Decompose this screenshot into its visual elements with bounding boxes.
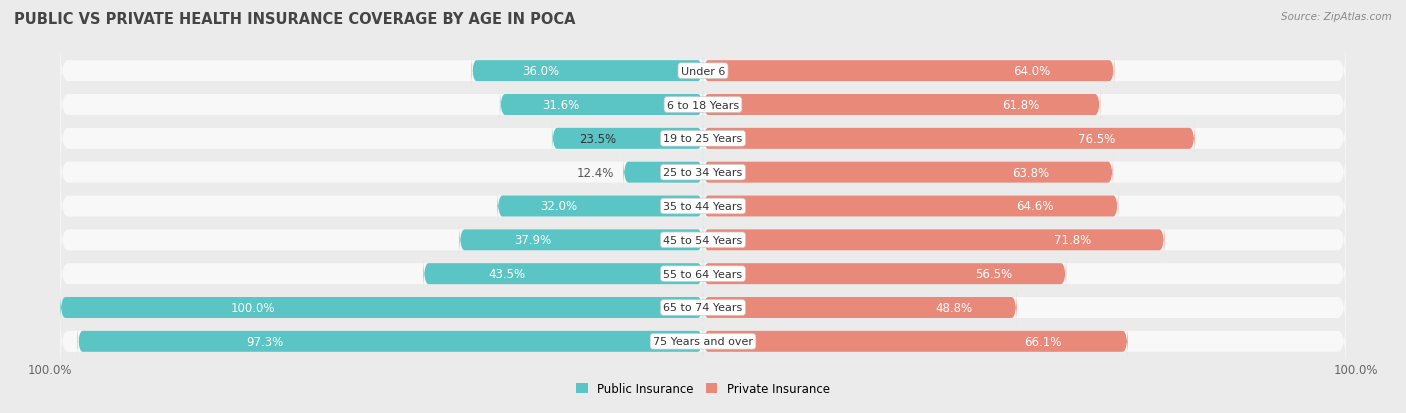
Text: PUBLIC VS PRIVATE HEALTH INSURANCE COVERAGE BY AGE IN POCA: PUBLIC VS PRIVATE HEALTH INSURANCE COVER… bbox=[14, 12, 575, 27]
FancyBboxPatch shape bbox=[553, 123, 703, 156]
FancyBboxPatch shape bbox=[703, 190, 1118, 223]
FancyBboxPatch shape bbox=[703, 325, 1128, 358]
Text: 12.4%: 12.4% bbox=[576, 166, 613, 179]
Text: 45 to 54 Years: 45 to 54 Years bbox=[664, 235, 742, 245]
FancyBboxPatch shape bbox=[60, 210, 1346, 270]
Text: 35 to 44 Years: 35 to 44 Years bbox=[664, 202, 742, 211]
Text: 66.1%: 66.1% bbox=[1024, 335, 1062, 348]
Text: 43.5%: 43.5% bbox=[489, 268, 526, 280]
FancyBboxPatch shape bbox=[703, 123, 1195, 156]
Text: 23.5%: 23.5% bbox=[579, 133, 616, 145]
FancyBboxPatch shape bbox=[60, 41, 1346, 102]
Text: 32.0%: 32.0% bbox=[540, 200, 578, 213]
Text: 61.8%: 61.8% bbox=[1002, 99, 1039, 112]
Text: 19 to 25 Years: 19 to 25 Years bbox=[664, 134, 742, 144]
Text: 64.6%: 64.6% bbox=[1017, 200, 1054, 213]
Text: 100.0%: 100.0% bbox=[231, 301, 276, 314]
Text: Source: ZipAtlas.com: Source: ZipAtlas.com bbox=[1281, 12, 1392, 22]
FancyBboxPatch shape bbox=[703, 291, 1017, 324]
Text: 6 to 18 Years: 6 to 18 Years bbox=[666, 100, 740, 110]
Text: 65 to 74 Years: 65 to 74 Years bbox=[664, 303, 742, 313]
FancyBboxPatch shape bbox=[471, 55, 703, 88]
FancyBboxPatch shape bbox=[501, 89, 703, 122]
FancyBboxPatch shape bbox=[423, 257, 703, 290]
Legend: Public Insurance, Private Insurance: Public Insurance, Private Insurance bbox=[576, 382, 830, 395]
Text: 55 to 64 Years: 55 to 64 Years bbox=[664, 269, 742, 279]
Text: 36.0%: 36.0% bbox=[523, 65, 560, 78]
Text: 97.3%: 97.3% bbox=[246, 335, 284, 348]
Text: 100.0%: 100.0% bbox=[28, 363, 73, 376]
FancyBboxPatch shape bbox=[60, 176, 1346, 237]
Text: 63.8%: 63.8% bbox=[1012, 166, 1050, 179]
Text: Under 6: Under 6 bbox=[681, 66, 725, 76]
FancyBboxPatch shape bbox=[498, 190, 703, 223]
Text: 100.0%: 100.0% bbox=[1333, 363, 1378, 376]
FancyBboxPatch shape bbox=[460, 224, 703, 257]
FancyBboxPatch shape bbox=[60, 291, 703, 324]
Text: 76.5%: 76.5% bbox=[1078, 133, 1115, 145]
FancyBboxPatch shape bbox=[60, 75, 1346, 135]
FancyBboxPatch shape bbox=[77, 325, 703, 358]
Text: 48.8%: 48.8% bbox=[935, 301, 973, 314]
Text: 37.9%: 37.9% bbox=[513, 234, 551, 247]
FancyBboxPatch shape bbox=[703, 257, 1066, 290]
FancyBboxPatch shape bbox=[60, 143, 1346, 203]
FancyBboxPatch shape bbox=[703, 89, 1101, 122]
Text: 56.5%: 56.5% bbox=[974, 268, 1012, 280]
Text: 25 to 34 Years: 25 to 34 Years bbox=[664, 168, 742, 178]
FancyBboxPatch shape bbox=[60, 109, 1346, 169]
Text: 75 Years and over: 75 Years and over bbox=[652, 337, 754, 347]
FancyBboxPatch shape bbox=[60, 278, 1346, 338]
FancyBboxPatch shape bbox=[60, 244, 1346, 304]
Text: 71.8%: 71.8% bbox=[1053, 234, 1091, 247]
Text: 64.0%: 64.0% bbox=[1014, 65, 1050, 78]
FancyBboxPatch shape bbox=[703, 224, 1164, 257]
FancyBboxPatch shape bbox=[623, 156, 703, 189]
FancyBboxPatch shape bbox=[703, 55, 1115, 88]
FancyBboxPatch shape bbox=[703, 156, 1114, 189]
Text: 31.6%: 31.6% bbox=[543, 99, 579, 112]
FancyBboxPatch shape bbox=[60, 311, 1346, 372]
